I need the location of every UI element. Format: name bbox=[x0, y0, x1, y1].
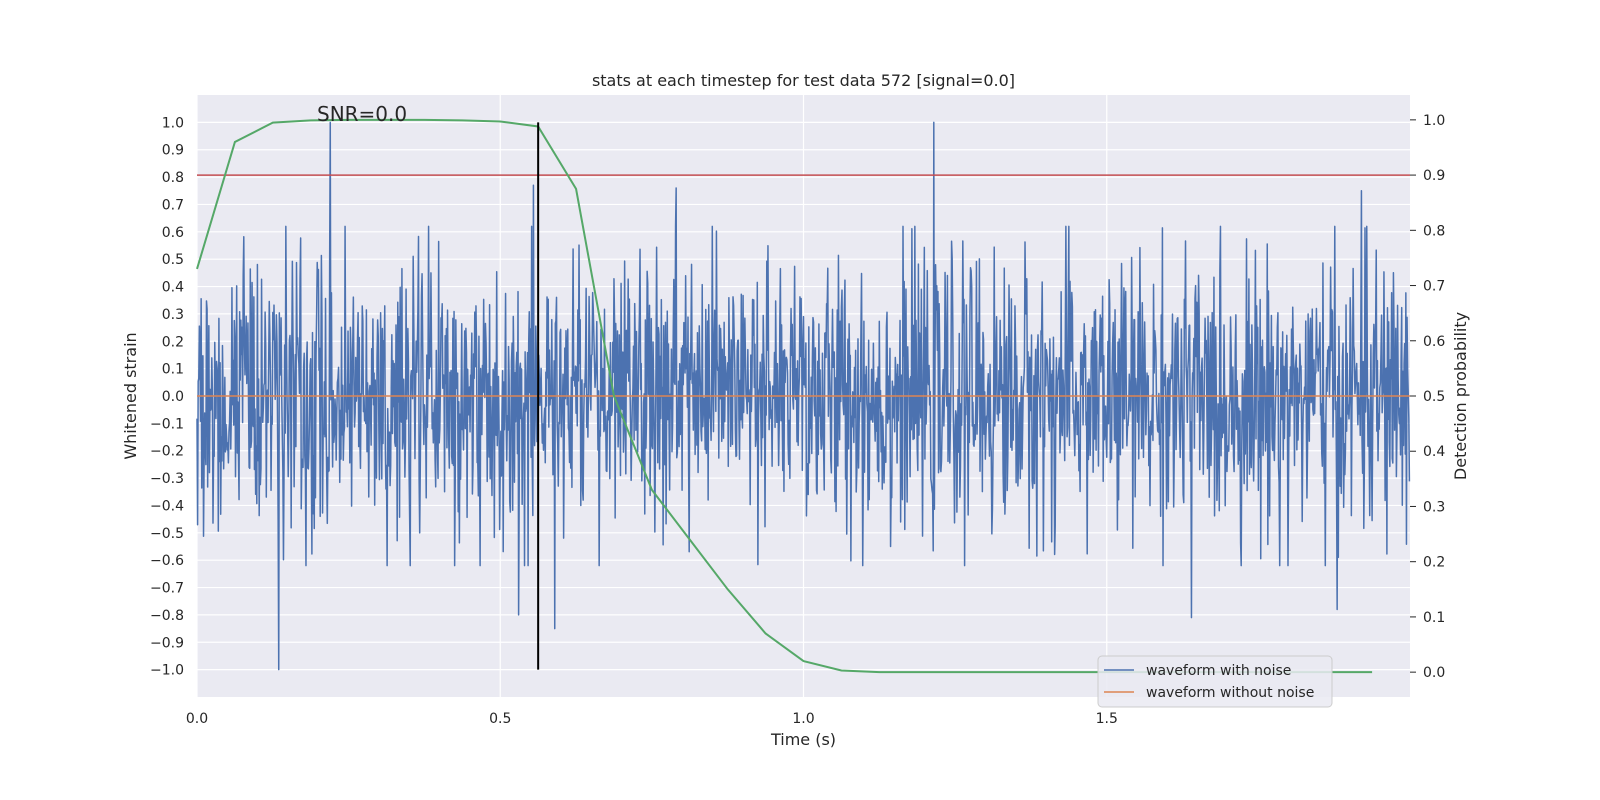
y2-tick-label: 0.5 bbox=[1423, 389, 1445, 405]
line-detection-probability bbox=[196, 118, 1373, 674]
y-tick-label: 1.0 bbox=[162, 115, 184, 131]
y-tick-label: −1.0 bbox=[150, 663, 184, 679]
y-tick-label: 0.8 bbox=[162, 170, 184, 186]
y-tick-label: −0.5 bbox=[150, 526, 184, 542]
y-tick-label: −0.6 bbox=[150, 553, 184, 569]
y-tick-label: −0.4 bbox=[150, 498, 184, 514]
snr-annotation: SNR=0.0 bbox=[317, 102, 407, 126]
y2-tick-label: 0.3 bbox=[1423, 499, 1445, 515]
y-axis-label: Whitened strain bbox=[121, 332, 140, 459]
y2-tick-label: 0.6 bbox=[1423, 334, 1445, 350]
series-detection-probability bbox=[196, 118, 1373, 674]
x-tick-label: 1.5 bbox=[1096, 711, 1118, 727]
x-tick-label: 1.0 bbox=[792, 711, 814, 727]
y2-tick-label: 0.2 bbox=[1423, 555, 1445, 571]
y2-tick-label: 0.8 bbox=[1423, 223, 1445, 239]
y-tick-label: 0.0 bbox=[162, 389, 184, 405]
y-tick-label: 0.9 bbox=[162, 143, 184, 159]
y2-tick-label: 0.9 bbox=[1423, 168, 1445, 184]
y-tick-label: 0.2 bbox=[162, 334, 184, 350]
x-tick-label: 0.0 bbox=[186, 711, 208, 727]
legend: waveform with noise waveform without noi… bbox=[1097, 655, 1333, 708]
y2-axis-label: Detection probability bbox=[1451, 312, 1470, 480]
x-axis-label: Time (s) bbox=[770, 730, 836, 749]
y-axis-ticks: 1.0 0.9 0.8 0.7 0.6 0.5 0.4 0.3 0.2 0.1 0.0 −0.1 −0.… bbox=[150, 115, 184, 678]
x-tick-label: 0.5 bbox=[489, 711, 511, 727]
y-tick-label: −0.7 bbox=[150, 581, 184, 597]
y-tick-label: 0.3 bbox=[162, 307, 184, 323]
legend-label-clean: waveform without noise bbox=[1146, 685, 1314, 701]
y-tick-label: −0.3 bbox=[150, 471, 184, 487]
y2-tick-label: 0.7 bbox=[1423, 279, 1445, 295]
series-waveform-with-noise bbox=[196, 121, 1411, 671]
legend-label-noisy: waveform with noise bbox=[1146, 663, 1291, 679]
y-tick-label: 0.5 bbox=[162, 252, 184, 268]
y-tick-label: −0.2 bbox=[150, 444, 184, 460]
chart-title: stats at each timestep for test data 572… bbox=[592, 71, 1015, 90]
y-tick-label: 0.4 bbox=[162, 280, 184, 296]
y-tick-label: 0.7 bbox=[162, 197, 184, 213]
legend-box bbox=[1097, 655, 1333, 708]
y2-tick-label: 1.0 bbox=[1423, 113, 1445, 129]
line-waveform-with-noise bbox=[196, 121, 1411, 671]
y-tick-label: −0.8 bbox=[150, 608, 184, 624]
y2-axis-ticks: 1.0 0.9 0.8 0.7 0.6 0.5 0.4 0.3 0.2 0.1 0.0 bbox=[1410, 113, 1445, 681]
y-tick-label: −0.1 bbox=[150, 416, 184, 432]
y-tick-label: 0.1 bbox=[162, 362, 184, 378]
y-tick-label: −0.9 bbox=[150, 635, 184, 651]
x-axis-ticks: 0.0 0.5 1.0 1.5 bbox=[186, 711, 1118, 727]
y2-tick-label: 0.1 bbox=[1423, 610, 1445, 626]
y2-tick-label: 0.4 bbox=[1423, 444, 1445, 460]
y2-tick-label: 0.0 bbox=[1423, 665, 1445, 681]
y-tick-label: 0.6 bbox=[162, 225, 184, 241]
